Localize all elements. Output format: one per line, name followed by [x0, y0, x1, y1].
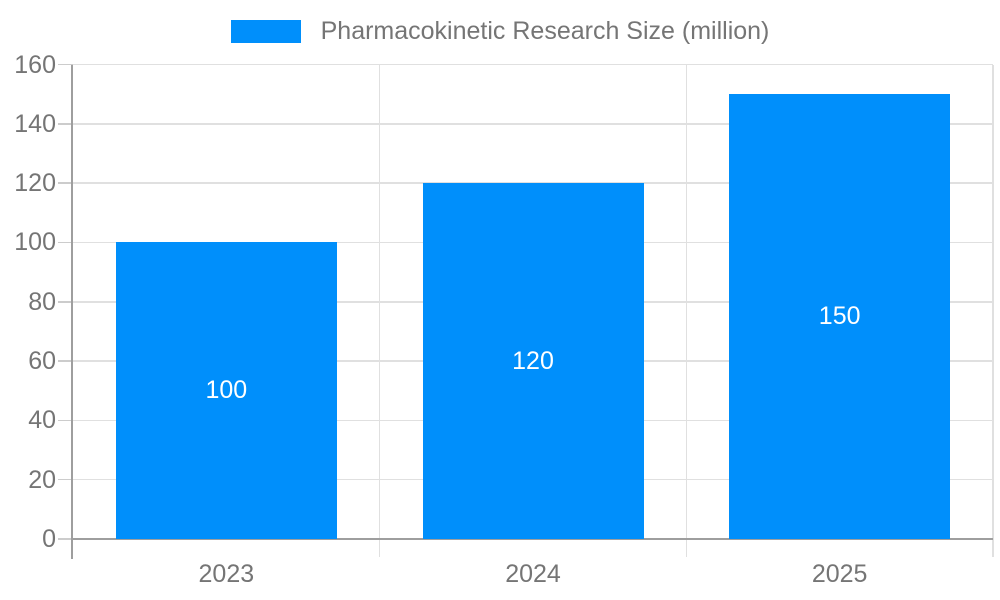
y-axis-tick	[58, 123, 73, 125]
y-axis-tick	[58, 419, 73, 422]
bar-value-label: 120	[512, 346, 554, 375]
y-axis-label: 0	[42, 525, 56, 553]
y-axis-label: 20	[28, 465, 56, 494]
y-axis-tick	[58, 63, 73, 66]
y-axis-label: 120	[14, 169, 56, 198]
bar-value-label: 100	[205, 376, 248, 405]
y-axis-line	[71, 64, 73, 559]
y-axis-label: 60	[28, 347, 56, 376]
gridline	[685, 64, 688, 557]
x-axis-label-2025: 2025	[811, 560, 868, 588]
y-axis-label: 40	[28, 406, 56, 435]
y-axis-tick	[58, 182, 73, 184]
gridline	[378, 64, 381, 557]
legend[interactable]: Pharmacokinetic Research Size (million)	[0, 18, 1000, 45]
x-axis-label-2024: 2024	[505, 560, 561, 588]
y-axis-label: 80	[28, 287, 56, 316]
gridline	[73, 63, 993, 66]
gridline	[992, 64, 994, 557]
y-axis-tick	[58, 301, 73, 303]
bar-2024[interactable]: 120	[422, 183, 644, 539]
legend-swatch-icon	[230, 20, 301, 43]
legend-label: Pharmacokinetic Research Size (million)	[320, 17, 770, 45]
bar-value-label: 150	[818, 302, 861, 331]
y-axis-tick	[58, 478, 73, 481]
x-axis-line	[71, 538, 993, 540]
y-axis-tick	[58, 360, 73, 362]
y-axis-label: 140	[14, 109, 56, 138]
y-axis-label: 100	[14, 228, 56, 257]
y-axis-tick	[58, 538, 73, 540]
gridline	[73, 123, 993, 125]
x-axis-label-2023: 2023	[198, 560, 255, 588]
y-axis-tick	[58, 241, 73, 244]
y-axis-label: 160	[14, 50, 56, 79]
bar-2023[interactable]: 100	[115, 242, 337, 539]
bar-2025[interactable]: 150	[729, 94, 951, 539]
